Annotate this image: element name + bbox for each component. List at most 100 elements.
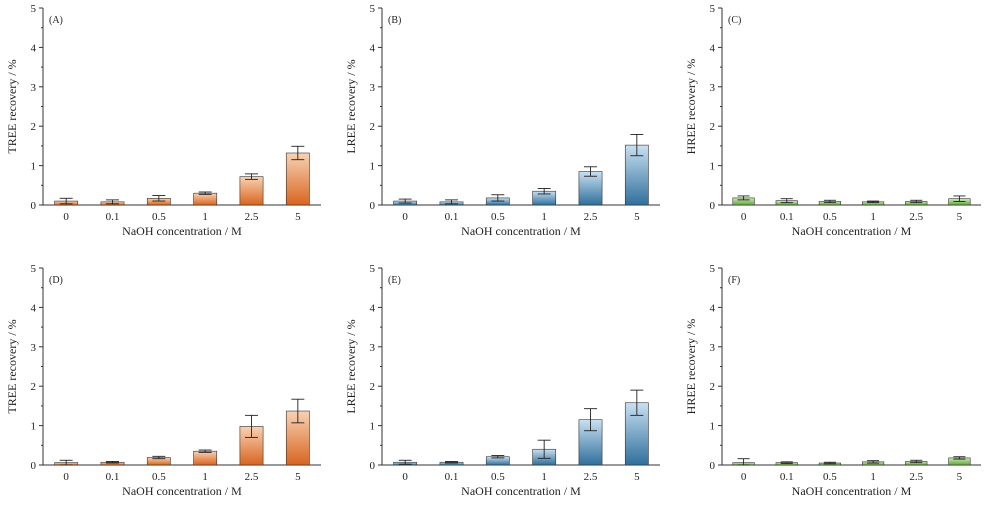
x-tick-label: 0.1 bbox=[780, 211, 794, 223]
y-tick-label: 0 bbox=[31, 200, 37, 212]
x-tick-label: 0 bbox=[402, 471, 408, 483]
y-tick-label: 2 bbox=[370, 121, 376, 133]
x-tick-label: 0.1 bbox=[445, 471, 459, 483]
x-tick-label: 5 bbox=[634, 211, 640, 223]
x-axis-title: NaOH concentration / M bbox=[122, 484, 242, 498]
y-axis-title: TREE recovery / % bbox=[5, 59, 19, 153]
x-tick-label: 0.1 bbox=[106, 471, 120, 483]
y-tick-label: 4 bbox=[710, 42, 716, 54]
y-tick-label: 0 bbox=[370, 200, 376, 212]
x-tick-label: 0 bbox=[741, 211, 747, 223]
y-tick-label: 1 bbox=[710, 421, 716, 433]
x-tick-label: 2.5 bbox=[584, 471, 598, 483]
y-tick-label: 1 bbox=[370, 421, 376, 433]
panel-label: (D) bbox=[49, 275, 63, 286]
x-tick-label: 0.1 bbox=[445, 211, 459, 223]
y-tick-label: 3 bbox=[31, 82, 37, 94]
y-tick-label: 5 bbox=[370, 263, 376, 275]
x-axis-title: NaOH concentration / M bbox=[792, 484, 912, 498]
panel-label: (F) bbox=[728, 275, 740, 286]
x-axis-title: NaOH concentration / M bbox=[122, 224, 242, 238]
x-tick-label: 1 bbox=[202, 471, 208, 483]
y-axis-title: LREE recovery / % bbox=[344, 59, 358, 153]
x-tick-label: 5 bbox=[957, 211, 963, 223]
bar bbox=[239, 176, 264, 206]
y-tick-label: 0 bbox=[710, 200, 716, 212]
x-tick-label: 0.5 bbox=[823, 211, 837, 223]
x-tick-label: 5 bbox=[295, 211, 301, 223]
y-tick-label: 3 bbox=[370, 342, 376, 354]
x-axis-title: NaOH concentration / M bbox=[461, 484, 581, 498]
y-axis-title: HREE recovery / % bbox=[684, 319, 698, 415]
x-tick-label: 0 bbox=[402, 211, 408, 223]
x-tick-label: 0.5 bbox=[152, 211, 166, 223]
x-tick-label: 0 bbox=[63, 471, 69, 483]
y-tick-label: 2 bbox=[31, 121, 37, 133]
y-tick-label: 0 bbox=[710, 460, 716, 472]
chart-panel-c: 0 1 2 3 4 5 0 0.1 0.5 1 2.5 5 NaOH concentration / M… bbox=[684, 3, 981, 238]
bar bbox=[193, 450, 218, 466]
y-tick-label: 1 bbox=[370, 161, 376, 173]
x-tick-label: 1 bbox=[870, 471, 876, 483]
y-axis-title: HREE recovery / % bbox=[684, 59, 698, 155]
x-tick-label: 0.1 bbox=[106, 211, 120, 223]
y-tick-label: 4 bbox=[31, 42, 37, 54]
x-tick-label: 1 bbox=[202, 211, 208, 223]
y-tick-label: 3 bbox=[31, 342, 37, 354]
y-tick-label: 5 bbox=[31, 3, 37, 15]
y-tick-label: 3 bbox=[370, 82, 376, 94]
x-tick-label: 1 bbox=[541, 471, 547, 483]
x-tick-label: 2.5 bbox=[909, 471, 923, 483]
x-tick-label: 0.5 bbox=[491, 211, 505, 223]
bar bbox=[193, 192, 218, 206]
x-tick-label: 0 bbox=[741, 471, 747, 483]
y-tick-label: 2 bbox=[31, 381, 37, 393]
chart-panel-f: 0 1 2 3 4 5 0 0.1 0.5 1 2.5 5 NaOH concentration / M… bbox=[684, 263, 981, 498]
y-tick-label: 2 bbox=[370, 381, 376, 393]
y-tick-label: 2 bbox=[710, 381, 716, 393]
y-tick-label: 1 bbox=[31, 421, 37, 433]
x-tick-label: 0.5 bbox=[491, 471, 505, 483]
y-tick-label: 0 bbox=[370, 460, 376, 472]
y-tick-label: 4 bbox=[31, 302, 37, 314]
chart-panel-e: 0 1 2 3 4 5 0 0.1 0.5 1 2.5 5 NaOH concentration / M… bbox=[344, 263, 660, 498]
bar bbox=[285, 152, 310, 206]
x-tick-label: 1 bbox=[541, 211, 547, 223]
x-tick-label: 0.5 bbox=[823, 471, 837, 483]
y-tick-label: 3 bbox=[710, 82, 716, 94]
x-axis-title: NaOH concentration / M bbox=[461, 224, 581, 238]
panel-label: (E) bbox=[388, 275, 401, 286]
x-tick-label: 5 bbox=[634, 471, 640, 483]
y-tick-label: 5 bbox=[710, 3, 716, 15]
x-tick-label: 2.5 bbox=[909, 211, 923, 223]
x-tick-label: 0.5 bbox=[152, 471, 166, 483]
x-tick-label: 5 bbox=[295, 471, 301, 483]
y-tick-label: 0 bbox=[31, 460, 37, 472]
x-tick-label: 2.5 bbox=[584, 211, 598, 223]
y-axis-title: TREE recovery / % bbox=[5, 319, 19, 413]
panel-label: (C) bbox=[728, 15, 741, 26]
panel-label: (B) bbox=[388, 15, 401, 26]
x-tick-label: 5 bbox=[957, 471, 963, 483]
chart-panel-d: 0 1 2 3 4 5 0 0.1 0.5 1 2.5 5 NaOH concentration / M… bbox=[5, 263, 321, 498]
y-tick-label: 2 bbox=[710, 121, 716, 133]
y-tick-label: 4 bbox=[370, 302, 376, 314]
x-axis-title: NaOH concentration / M bbox=[792, 224, 912, 238]
y-tick-label: 4 bbox=[710, 302, 716, 314]
y-tick-label: 1 bbox=[31, 161, 37, 173]
x-tick-label: 2.5 bbox=[245, 211, 259, 223]
x-tick-label: 2.5 bbox=[245, 471, 259, 483]
y-tick-label: 4 bbox=[370, 42, 376, 54]
panel-label: (A) bbox=[49, 15, 63, 26]
y-tick-label: 5 bbox=[370, 3, 376, 15]
x-tick-label: 0 bbox=[63, 211, 69, 223]
y-tick-label: 1 bbox=[710, 161, 716, 173]
chart-panel-a: 0 1 2 3 4 5 0 0.1 0.5 1 2.5 5 NaOH concentration / M… bbox=[5, 3, 321, 238]
chart-panel-b: 0 1 2 3 4 5 0 0.1 0.5 1 2.5 5 NaOH concentration / M… bbox=[344, 3, 660, 238]
y-tick-label: 5 bbox=[31, 263, 37, 275]
x-tick-label: 0.1 bbox=[780, 471, 794, 483]
y-tick-label: 3 bbox=[710, 342, 716, 354]
y-tick-label: 5 bbox=[710, 263, 716, 275]
x-tick-label: 1 bbox=[870, 211, 876, 223]
